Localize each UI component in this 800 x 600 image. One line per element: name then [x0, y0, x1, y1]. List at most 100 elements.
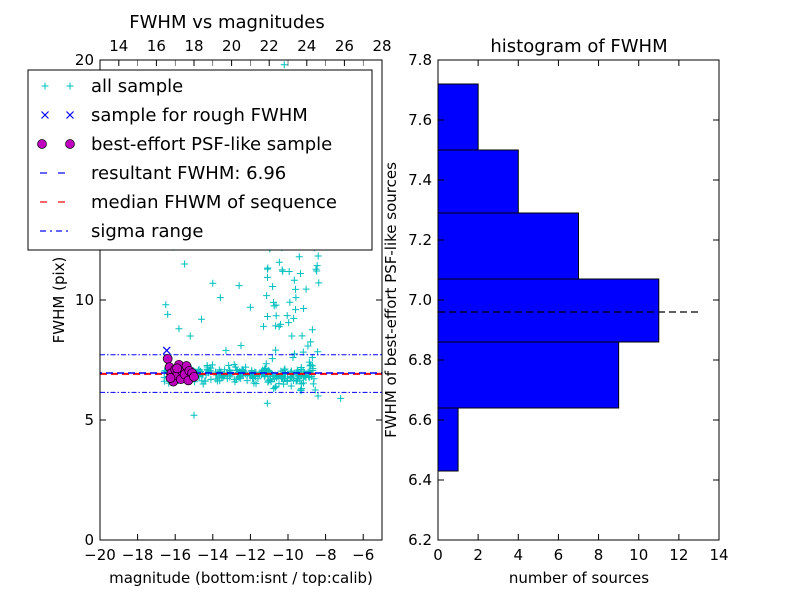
- left-x-tick-label: −14: [197, 546, 229, 564]
- all-sample-point: [296, 377, 304, 385]
- all-sample-point: [203, 365, 211, 373]
- all-sample-point: [288, 332, 296, 340]
- all-sample-point: [308, 326, 316, 334]
- all-sample-point: [279, 374, 287, 382]
- right-x-tick-label: 8: [594, 546, 604, 564]
- all-sample-point: [297, 365, 305, 373]
- right-y-tick-label: 7.4: [408, 171, 432, 189]
- all-sample-point: [313, 262, 321, 270]
- rough-sample-point: [162, 346, 171, 355]
- all-sample-point: [261, 365, 269, 373]
- all-sample-point: [263, 399, 271, 407]
- all-sample-point: [311, 386, 319, 394]
- right-x-tick-label: 6: [554, 546, 564, 564]
- left-x-axis-label: magnitude (bottom:isnt / top:calib): [109, 569, 373, 587]
- all-sample-point: [280, 380, 288, 388]
- all-sample-point: [275, 258, 283, 266]
- right-y-tick-label: 7.2: [408, 231, 432, 249]
- all-sample-point: [270, 302, 278, 310]
- all-sample-point: [283, 376, 291, 384]
- legend-entry: all sample: [41, 76, 183, 97]
- all-sample-point: [287, 382, 295, 390]
- all-sample-point: [280, 61, 288, 69]
- all-sample-point: [243, 377, 251, 385]
- all-sample-point: [272, 312, 280, 320]
- left-x-tick-label: −12: [235, 546, 267, 564]
- all-sample-point: [263, 312, 271, 320]
- all-sample-point: [314, 348, 322, 356]
- all-sample-point: [292, 285, 300, 293]
- all-sample-point: [268, 355, 276, 363]
- legend-plus-marker: [66, 82, 74, 90]
- all-sample-point: [307, 338, 315, 346]
- right-y-tick-label: 6.8: [408, 351, 432, 369]
- all-sample-point: [337, 394, 345, 402]
- top-x-tick-label: 26: [335, 37, 354, 55]
- all-sample-point: [278, 266, 286, 274]
- left-x-tick-label: −10: [272, 546, 304, 564]
- legend-label: best-effort PSF-like sample: [91, 134, 332, 155]
- all-sample-point: [314, 252, 322, 260]
- all-sample-point: [252, 380, 260, 388]
- all-sample-point: [175, 325, 183, 333]
- all-sample-point: [292, 306, 300, 314]
- legend-x-marker: [66, 111, 74, 119]
- top-x-tick-label: 20: [222, 37, 241, 55]
- all-sample-point: [269, 282, 277, 290]
- legend-box: [27, 69, 373, 251]
- right-x-tick-label: 2: [473, 546, 483, 564]
- legend-label: sample for rough FWHM: [91, 105, 308, 126]
- all-sample-point: [263, 292, 271, 300]
- right-y-tick-label: 7.8: [408, 51, 432, 69]
- all-sample-point: [226, 373, 234, 381]
- histogram-bar: [437, 149, 519, 214]
- legend-circle-marker: [65, 139, 75, 149]
- all-sample-point: [276, 320, 284, 328]
- top-x-tick-label: 22: [260, 37, 279, 55]
- all-sample-point: [308, 362, 316, 370]
- left-y-tick-label: 10: [75, 291, 94, 309]
- legend-label: median FHWM of sequence: [91, 192, 337, 213]
- top-x-tick-label: 24: [297, 37, 316, 55]
- right-y-tick-label: 6.6: [408, 411, 432, 429]
- top-x-tick-label: 18: [184, 37, 203, 55]
- all-sample-point: [190, 411, 198, 419]
- all-sample-point: [238, 366, 246, 374]
- left-y-axis-label: FWHM (pix): [50, 257, 68, 344]
- left-x-tick-label: −20: [84, 546, 116, 564]
- all-sample-point: [290, 314, 298, 322]
- best-effort-sample-point: [172, 363, 182, 374]
- all-sample-point: [291, 350, 299, 358]
- all-sample-point: [299, 379, 307, 387]
- all-sample-point: [225, 361, 233, 369]
- right-chart-title: histogram of FWHM: [490, 36, 667, 57]
- all-sample-point: [160, 377, 168, 385]
- all-sample-point: [215, 373, 223, 381]
- all-sample-point: [298, 332, 306, 340]
- legend-entry: best-effort PSF-like sample: [37, 134, 332, 155]
- all-sample-point: [249, 374, 257, 382]
- all-sample-point: [285, 319, 293, 327]
- all-sample-point: [309, 380, 317, 388]
- all-sample-point: [237, 342, 245, 350]
- right-x-tick-label: 4: [514, 546, 524, 564]
- best-effort-sample-point: [162, 353, 173, 364]
- legend-entry: sample for rough FWHM: [41, 105, 308, 126]
- histogram-bar: [437, 341, 620, 409]
- top-x-tick-label: 28: [372, 37, 391, 55]
- all-sample-point: [297, 269, 305, 277]
- left-y-tick-label: 0: [84, 531, 94, 549]
- all-sample-point: [285, 267, 293, 275]
- all-sample-point: [262, 360, 270, 368]
- left-x-tick-label: −16: [159, 546, 191, 564]
- all-sample-point: [264, 378, 272, 386]
- all-sample-point: [216, 377, 224, 385]
- all-sample-point: [272, 346, 280, 354]
- all-sample-point: [271, 384, 279, 392]
- legend-label: sigma range: [91, 221, 203, 242]
- right-y-axis-label: FWHM of best-effort PSF-like sources: [382, 162, 400, 438]
- all-sample-point: [312, 265, 320, 273]
- all-sample-point: [286, 298, 294, 306]
- all-sample-point: [231, 378, 239, 386]
